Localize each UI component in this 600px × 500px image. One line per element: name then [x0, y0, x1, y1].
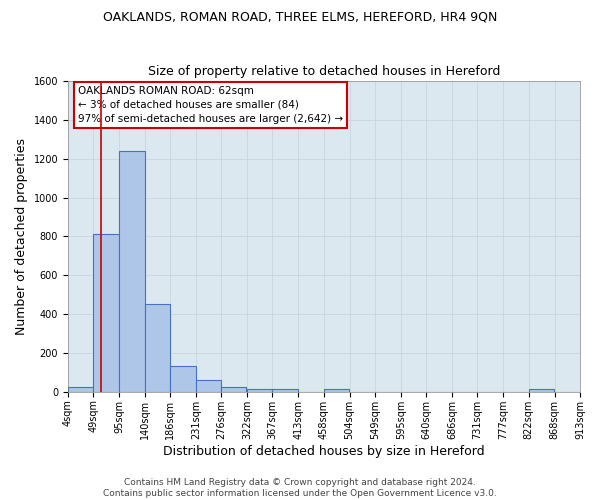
Bar: [93, 234, 119, 392]
Bar: [196, 380, 221, 392]
Y-axis label: Number of detached properties: Number of detached properties: [15, 138, 28, 335]
Bar: [529, 390, 554, 392]
Text: Contains HM Land Registry data © Crown copyright and database right 2024.
Contai: Contains HM Land Registry data © Crown c…: [103, 478, 497, 498]
X-axis label: Distribution of detached houses by size in Hereford: Distribution of detached houses by size …: [163, 444, 485, 458]
Bar: [170, 366, 196, 392]
Bar: [221, 387, 247, 392]
Bar: [119, 151, 145, 392]
Text: OAKLANDS, ROMAN ROAD, THREE ELMS, HEREFORD, HR4 9QN: OAKLANDS, ROMAN ROAD, THREE ELMS, HEREFO…: [103, 10, 497, 23]
Title: Size of property relative to detached houses in Hereford: Size of property relative to detached ho…: [148, 66, 500, 78]
Bar: [247, 389, 272, 392]
Bar: [272, 390, 298, 392]
Bar: [145, 304, 170, 392]
Text: OAKLANDS ROMAN ROAD: 62sqm
← 3% of detached houses are smaller (84)
97% of semi-: OAKLANDS ROMAN ROAD: 62sqm ← 3% of detac…: [78, 86, 343, 124]
Bar: [68, 387, 93, 392]
Bar: [323, 390, 349, 392]
